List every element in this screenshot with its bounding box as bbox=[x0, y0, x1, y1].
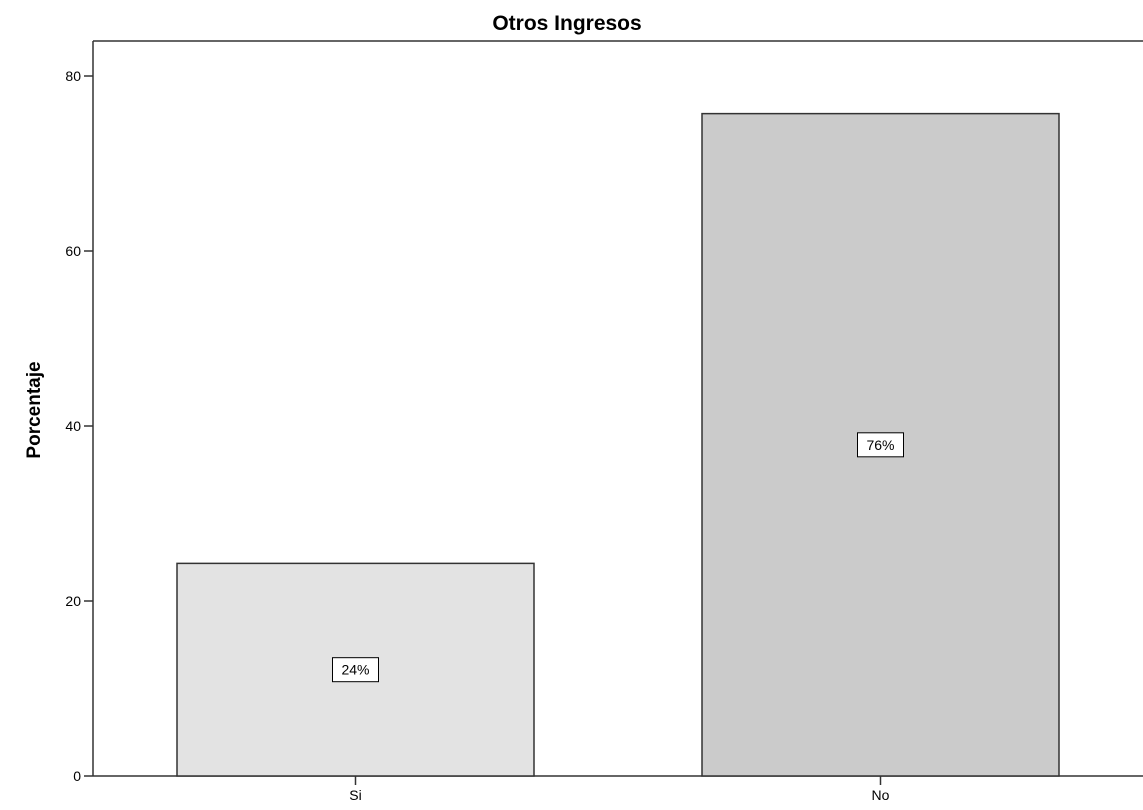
x-tick-label: Si bbox=[349, 787, 361, 803]
data-label: 76% bbox=[866, 437, 894, 453]
y-tick-label: 60 bbox=[65, 243, 81, 259]
y-tick-label: 0 bbox=[73, 768, 81, 784]
y-axis-label: Porcentaje bbox=[24, 361, 45, 458]
x-tick-label: No bbox=[872, 787, 890, 803]
plot-area: 0 20 40 60 80 Si 24% No 76% bbox=[65, 40, 1143, 803]
data-label-box bbox=[332, 657, 379, 683]
y-tick-label: 40 bbox=[65, 418, 81, 434]
y-tick-label: 80 bbox=[65, 68, 81, 84]
y-tick-label: 20 bbox=[65, 593, 81, 609]
chart-title: Otros Ingresos bbox=[492, 12, 641, 35]
data-label: 24% bbox=[341, 662, 369, 678]
data-label-box bbox=[857, 432, 904, 458]
